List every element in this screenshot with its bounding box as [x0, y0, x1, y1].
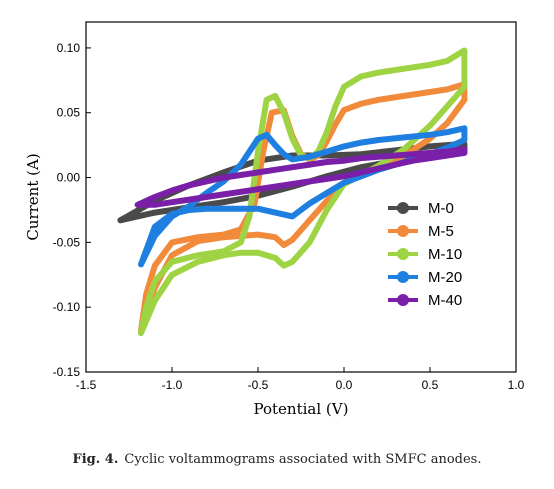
x-axis-label: Potential (V) [254, 400, 349, 418]
series-line-m-40 [134, 146, 468, 208]
figure-caption: Fig. 4. Cyclic voltammograms associated w… [0, 452, 554, 467]
plot-frame [85, 21, 517, 373]
legend-marker [397, 202, 409, 214]
legend-item: M-0 [388, 200, 454, 217]
legend: M-0 M-5 M-10 M-20 M-40 [388, 200, 462, 309]
legend-item: M-10 [388, 246, 462, 263]
x-tick-label: -0.5 [248, 378, 269, 392]
figure-caption-text: Cyclic voltammograms associated with SMF… [124, 452, 482, 467]
figure-caption-label: Fig. 4. [72, 452, 119, 467]
legend-label: M-40 [428, 292, 462, 309]
x-tick-label: 1.0 [508, 378, 525, 392]
chart-canvas: -1.5 -1.0 -0.5 0.0 0.5 1.0 -0.15 -0.10 -0.05 0.00… [24, 21, 525, 418]
x-tick-label: 0.5 [422, 378, 439, 392]
series-line-m-20 [138, 125, 468, 268]
x-tick-label: 0.0 [336, 378, 353, 392]
legend-item: M-20 [388, 269, 462, 286]
legend-label: M-10 [428, 246, 462, 263]
series-line-m-5 [138, 81, 468, 334]
legend-label: M-5 [428, 223, 454, 240]
y-tick-label: -0.10 [53, 300, 81, 314]
legend-marker [397, 294, 409, 306]
y-tick-label: -0.05 [53, 235, 81, 249]
legend-item: M-40 [388, 292, 462, 309]
y-tick-label: 0.00 [57, 171, 81, 185]
y-tick-label: 0.10 [57, 41, 81, 55]
legend-item: M-5 [388, 223, 454, 240]
y-tick-label: 0.05 [57, 106, 81, 120]
y-tick-label: -0.15 [53, 365, 81, 379]
series-layer [117, 47, 468, 337]
legend-marker [397, 248, 409, 260]
x-tick-label: -1.0 [162, 378, 183, 392]
legend-marker [397, 271, 409, 283]
y-axis-label: Current (A) [24, 153, 42, 240]
x-tick-label: -1.5 [76, 378, 97, 392]
legend-label: M-20 [428, 269, 462, 286]
ticks-layer: -1.5 -1.0 -0.5 0.0 0.5 1.0 -0.15 -0.10 -0.05 0.00… [53, 41, 525, 392]
legend-marker [397, 225, 409, 237]
series-line-m-10 [138, 47, 468, 337]
legend-label: M-0 [428, 200, 454, 217]
